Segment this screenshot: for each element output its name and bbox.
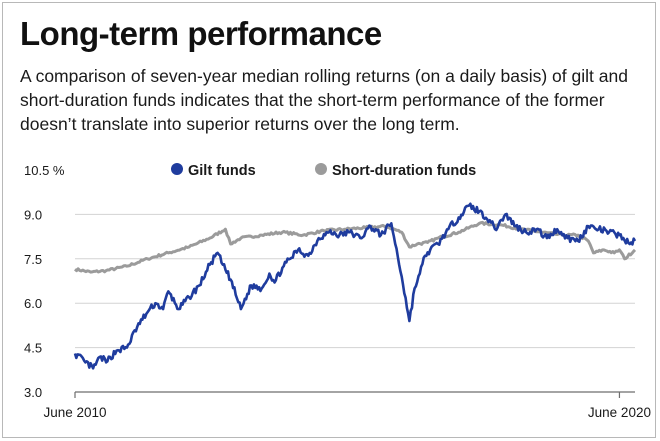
chart-description: A comparison of seven-year median rollin…: [20, 66, 628, 134]
legend-label-gilt-funds: Gilt funds: [188, 163, 256, 179]
series-line-gilt-funds: [73, 202, 637, 370]
legend-label-short-duration-funds: Short-duration funds: [332, 163, 476, 179]
series-line-short-duration-funds: [74, 220, 637, 274]
y-tick-label: 3.0: [24, 385, 42, 400]
legend-marker-short-duration-funds: [315, 163, 327, 175]
y-tick-label: 10.5 %: [24, 163, 65, 178]
x-tick-label: June 2020: [588, 405, 651, 420]
y-tick-label: 6.0: [24, 296, 42, 311]
legend: Gilt funds Short-duration funds: [171, 163, 476, 179]
x-tick-label: June 2010: [43, 405, 106, 420]
grid-layer: [75, 213, 635, 349]
axis-layer: 3.0 4.5 6.0 7.5 9.0 10.5 % June 2010 June 2020: [24, 163, 651, 420]
y-tick-label: 9.0: [24, 207, 42, 222]
page-title: Long-term performance: [20, 15, 382, 52]
y-tick-label: 4.5: [24, 341, 42, 356]
series-layer: [73, 202, 637, 370]
y-tick-label: 7.5: [24, 252, 42, 267]
legend-marker-gilt-funds: [171, 163, 183, 175]
